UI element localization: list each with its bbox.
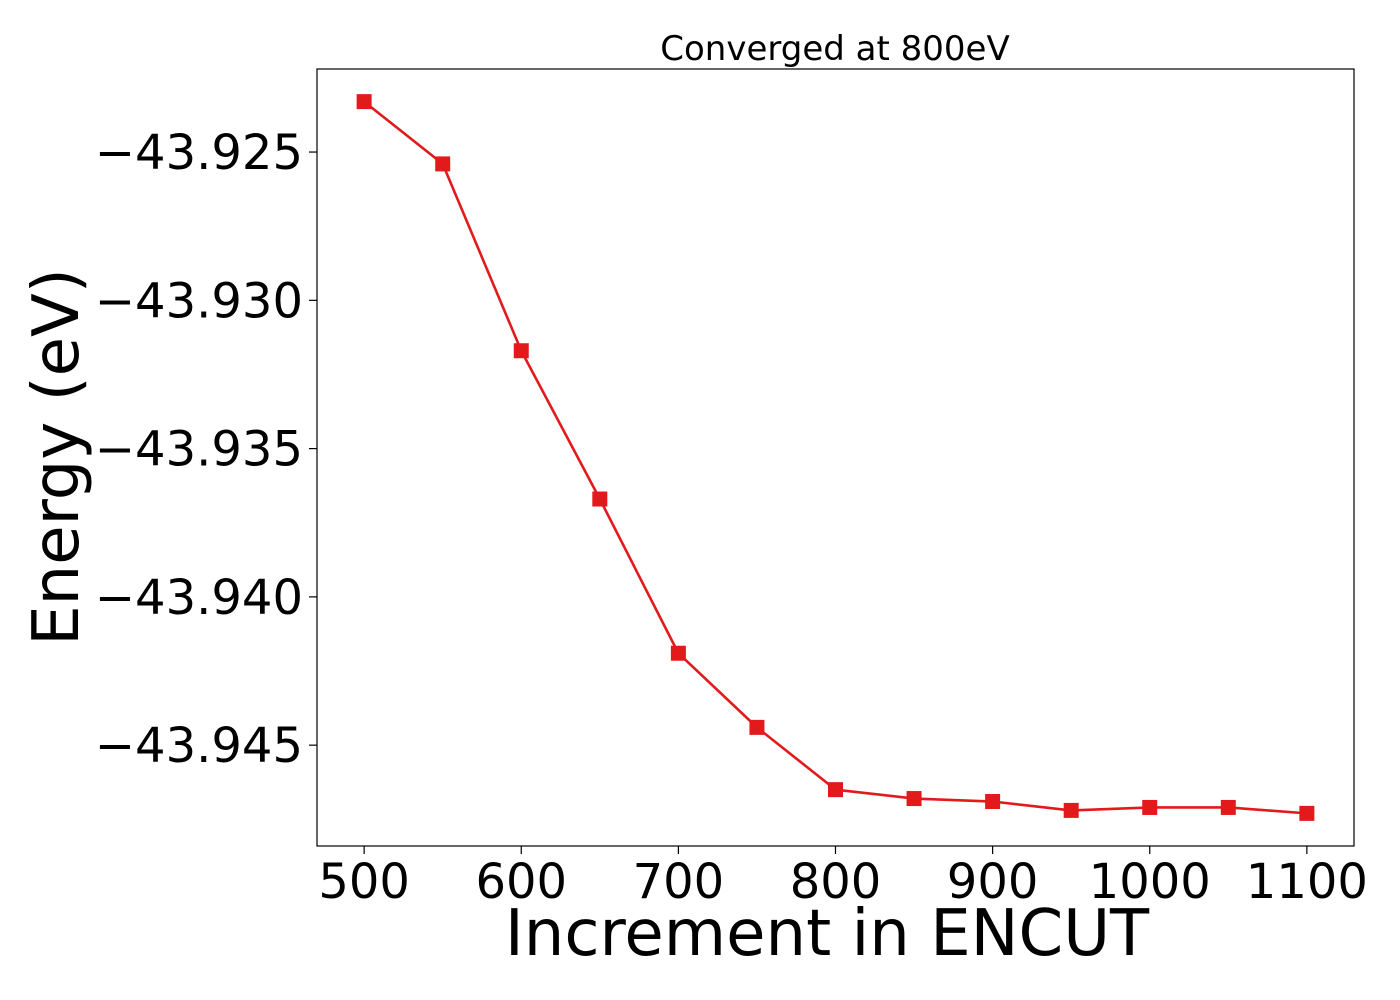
x-tick-label: 600	[475, 854, 567, 910]
data-point	[592, 491, 608, 507]
data-point	[513, 343, 529, 359]
y-axis-label: Energy (eV)	[20, 268, 94, 646]
x-tick-label: 1000	[1089, 854, 1211, 910]
y-tick-label: −43.935	[95, 422, 303, 478]
data-point	[1063, 802, 1079, 818]
data-point	[1142, 799, 1158, 815]
x-axis: 500 600 700 800 900 1000 1100	[318, 846, 1368, 910]
x-tick-label: 700	[633, 854, 725, 910]
y-tick-label: −43.940	[95, 570, 303, 626]
x-tick-label: 1100	[1246, 854, 1368, 910]
y-tick-label: −43.925	[95, 125, 303, 181]
data-point	[906, 791, 922, 807]
data-point	[435, 156, 451, 172]
data-point	[1220, 799, 1236, 815]
x-tick-label: 500	[318, 854, 410, 910]
series-line	[363, 100, 1307, 815]
plot-area	[316, 68, 1355, 847]
data-point	[749, 719, 765, 735]
data-point	[1299, 805, 1315, 821]
chart-title: Converged at 800eV	[660, 29, 1009, 69]
data-point	[985, 794, 1001, 810]
data-point	[828, 782, 843, 798]
data-point	[670, 645, 686, 661]
x-axis-label: Increment in ENCUT	[505, 897, 1150, 971]
series-layer	[356, 94, 1315, 821]
data-point	[356, 94, 372, 110]
y-tick-label: −43.930	[95, 273, 303, 329]
y-axis: −43.925 −43.930 −43.935 −43.940 −43.945	[95, 125, 317, 774]
y-tick-label: −43.945	[95, 718, 303, 774]
x-tick-label: 900	[947, 854, 1039, 910]
x-tick-label: 800	[790, 854, 882, 910]
